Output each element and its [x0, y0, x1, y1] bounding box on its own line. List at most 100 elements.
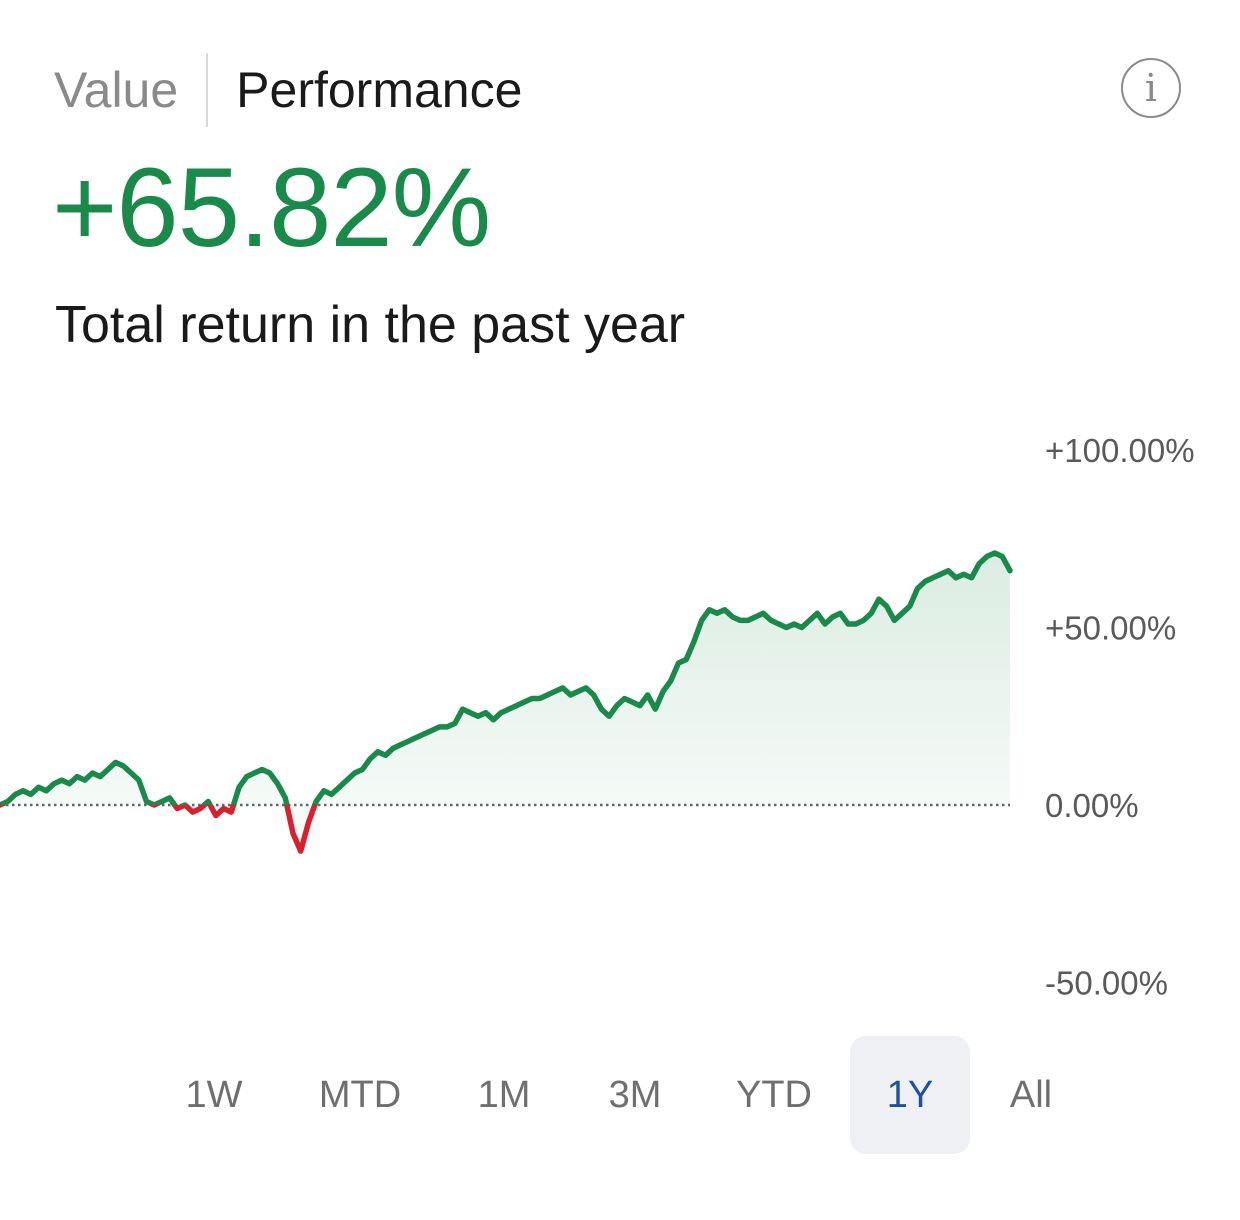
data-point [236, 784, 242, 790]
data-point [544, 692, 550, 698]
data-point [421, 731, 427, 737]
data-point [475, 713, 481, 719]
data-point [383, 752, 389, 758]
data-point [922, 578, 928, 584]
data-point [984, 554, 990, 560]
data-point [915, 586, 921, 592]
data-point [598, 706, 604, 712]
data-point [768, 617, 774, 623]
data-point [606, 713, 612, 719]
data-point [568, 692, 574, 698]
data-point [406, 738, 412, 744]
data-point [845, 621, 851, 627]
data-point [737, 617, 743, 623]
data-point [429, 728, 435, 734]
y-tick-label: +100.00% [1045, 432, 1195, 469]
data-point [82, 777, 88, 783]
data-point [190, 809, 196, 815]
data-point [683, 657, 689, 663]
data-point [645, 692, 651, 698]
tab-divider [206, 53, 209, 127]
data-point [498, 710, 504, 716]
data-point [745, 617, 751, 623]
data-point [97, 774, 103, 780]
data-point [776, 621, 782, 627]
data-point [267, 770, 273, 776]
data-point [321, 788, 327, 794]
data-point [113, 759, 119, 765]
period-button-1w[interactable]: 1W [185, 1073, 243, 1116]
data-point [174, 806, 180, 812]
data-point [159, 799, 165, 805]
data-point [622, 696, 628, 702]
period-button-1m[interactable]: 1M [477, 1073, 531, 1116]
data-point [375, 749, 381, 755]
data-point [729, 614, 735, 620]
data-point [344, 777, 350, 783]
data-point [969, 575, 975, 581]
data-point [20, 788, 26, 794]
period-button-mtd[interactable]: MTD [318, 1073, 402, 1116]
data-point [336, 784, 342, 790]
data-point [714, 610, 720, 616]
data-point [992, 550, 998, 556]
data-point [282, 795, 288, 801]
data-point [691, 639, 697, 645]
data-point [221, 806, 227, 812]
data-point [999, 554, 1005, 560]
data-point [830, 614, 836, 620]
data-point [814, 610, 820, 616]
data-point [213, 813, 219, 819]
data-point [128, 770, 134, 776]
data-point [938, 571, 944, 577]
data-point [575, 688, 581, 694]
data-point [66, 781, 72, 787]
data-point [36, 784, 42, 790]
period-button-1y[interactable]: 1Y [850, 1036, 970, 1154]
data-point [398, 742, 404, 748]
period-button-3m[interactable]: 3M [608, 1073, 662, 1116]
tab-performance[interactable]: Performance [236, 62, 523, 118]
data-point [629, 699, 635, 705]
data-point [783, 625, 789, 631]
data-point [329, 791, 335, 797]
data-point [28, 791, 34, 797]
data-point [930, 575, 936, 581]
data-point [167, 795, 173, 801]
data-point [668, 678, 674, 684]
data-point [853, 621, 859, 627]
data-point [961, 571, 967, 577]
data-point [1007, 568, 1013, 574]
data-point [452, 720, 458, 726]
data-point [506, 706, 512, 712]
data-point [537, 696, 543, 702]
data-point [660, 688, 666, 694]
data-point [861, 617, 867, 623]
data-point [837, 610, 843, 616]
data-point [753, 614, 759, 620]
y-tick-label: +50.00% [1045, 610, 1176, 647]
data-point [298, 848, 304, 854]
data-point [529, 696, 535, 702]
period-selector: 1W MTD 1M 3M YTD 1Y All [160, 1036, 1080, 1156]
data-point [652, 706, 658, 712]
data-point [822, 621, 828, 627]
data-point [907, 603, 913, 609]
data-point [521, 699, 527, 705]
data-point [105, 767, 111, 773]
period-button-ytd[interactable]: YTD [736, 1073, 812, 1116]
data-point [51, 781, 57, 787]
data-point [460, 706, 466, 712]
tab-value[interactable]: Value [54, 62, 179, 118]
data-point [90, 770, 96, 776]
data-point [352, 770, 358, 776]
data-point [313, 799, 319, 805]
data-point [390, 745, 396, 751]
data-point [244, 774, 250, 780]
data-point [560, 685, 566, 691]
period-button-all[interactable]: All [1009, 1073, 1053, 1116]
data-point [807, 617, 813, 623]
info-icon[interactable]: i [1121, 58, 1181, 118]
data-point [899, 610, 905, 616]
data-point [198, 806, 204, 812]
